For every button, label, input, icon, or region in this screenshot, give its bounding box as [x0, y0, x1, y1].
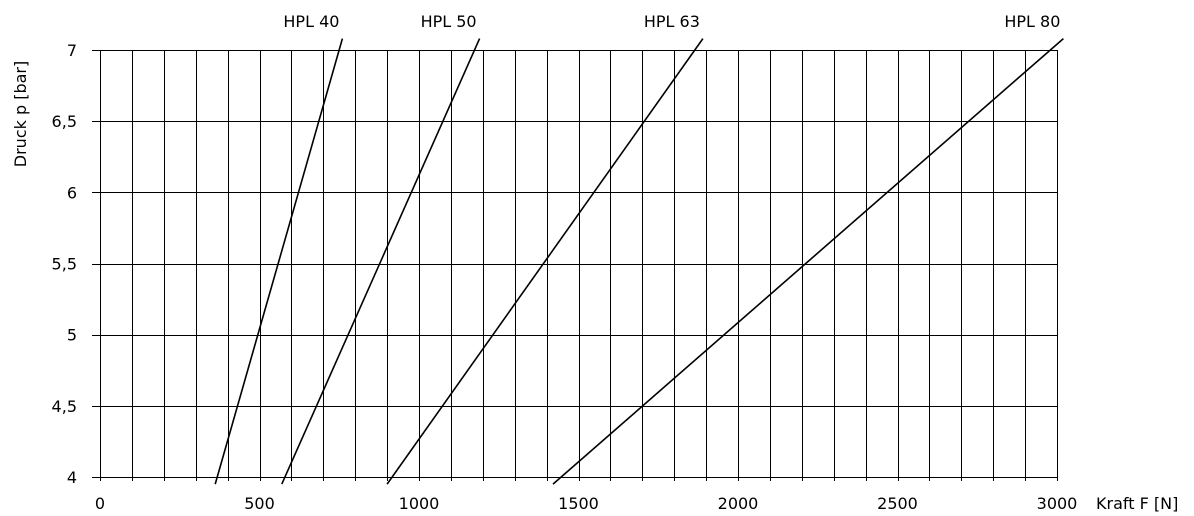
y-tick-label: 4: [67, 468, 77, 487]
series-label: HPL 40: [283, 12, 339, 31]
vertical-gridlines: [100, 50, 1058, 481]
horizontal-gridlines: [92, 50, 1057, 478]
series-line: [552, 37, 1064, 485]
series-label: HPL 50: [421, 12, 477, 31]
x-tick-label: 0: [95, 494, 105, 513]
y-axis-label: Druck p [bar]: [11, 61, 30, 167]
x-tick-label: 500: [244, 494, 275, 513]
x-tick-label: 3000: [1037, 494, 1078, 513]
x-tick-label: 2500: [877, 494, 918, 513]
series-label: HPL 63: [644, 12, 700, 31]
series-line: [214, 38, 344, 485]
series-lines: [214, 37, 1064, 485]
series-label: HPL 80: [1004, 12, 1060, 31]
y-tick-label: 7: [67, 41, 77, 60]
y-tick-label: 6: [67, 183, 77, 202]
y-tick-label: 4,5: [52, 397, 77, 416]
series-line: [386, 38, 704, 485]
x-tick-labels: 0 500 1000 1500 2000 2500 3000: [95, 494, 1077, 513]
x-tick-label: 1000: [399, 494, 440, 513]
y-tick-label: 5: [67, 326, 77, 345]
y-tick-label: 6,5: [52, 112, 77, 131]
x-tick-label: 2000: [718, 494, 759, 513]
x-tick-label: 1500: [558, 494, 599, 513]
y-tick-label: 5,5: [52, 255, 77, 274]
series-line: [281, 38, 481, 485]
y-tick-labels: 4 4,5 5 5,5 6 6,5 7: [52, 41, 77, 487]
series-labels: HPL 40 HPL 50 HPL 63 HPL 80: [283, 12, 1060, 31]
x-axis-label: Kraft F [N]: [1096, 494, 1178, 513]
